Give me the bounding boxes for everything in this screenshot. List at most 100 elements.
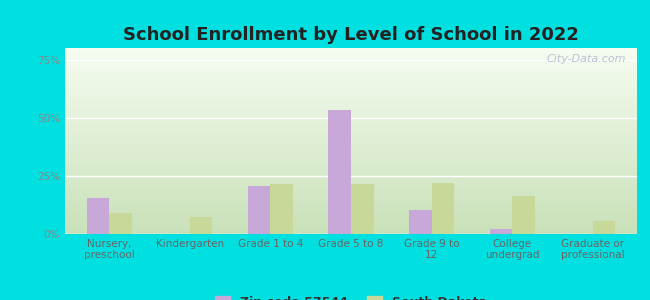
Bar (65, 161, 637, 163)
Bar (65, 76, 637, 78)
Bar (65, 226, 637, 228)
Bar (65, 200, 637, 202)
Bar (65, 132, 637, 134)
Bar (65, 228, 637, 230)
Bar (65, 59, 637, 61)
Bar (65, 50, 637, 52)
Bar (65, 225, 637, 226)
Bar (65, 70, 637, 72)
Bar (65, 180, 637, 182)
Bar (65, 121, 637, 122)
Bar (65, 230, 637, 232)
Bar (65, 74, 637, 76)
Bar (65, 82, 637, 83)
Bar (65, 87, 637, 89)
Bar (65, 139, 637, 141)
Bar (65, 156, 637, 158)
Bar (65, 104, 637, 106)
Bar (65, 52, 637, 54)
Bar (65, 182, 637, 184)
Bar (65, 63, 637, 65)
Bar (65, 147, 637, 148)
Bar (65, 214, 637, 215)
Bar (65, 184, 637, 186)
Bar (65, 169, 637, 171)
Bar (65, 191, 637, 193)
Bar (65, 193, 637, 195)
Bar (65, 152, 637, 154)
Bar (65, 163, 637, 165)
Bar (65, 91, 637, 93)
Bar (86, 198, 109, 234)
Bar (65, 57, 637, 59)
Bar (65, 141, 637, 143)
Bar (65, 176, 637, 178)
Bar (65, 107, 637, 110)
Bar (409, 210, 432, 234)
Bar (65, 48, 637, 50)
Bar (65, 115, 637, 117)
Bar (65, 197, 637, 199)
Bar (65, 113, 637, 115)
Bar (65, 215, 637, 217)
Bar (65, 189, 637, 191)
Title: School Enrollment by Level of School in 2022: School Enrollment by Level of School in … (123, 26, 579, 44)
Bar (65, 172, 637, 175)
Bar (65, 68, 637, 70)
Bar (65, 96, 637, 98)
Bar (190, 217, 213, 234)
Bar (65, 221, 637, 223)
Bar (65, 219, 637, 221)
Bar (65, 102, 637, 104)
Bar (65, 145, 637, 147)
Bar (65, 117, 637, 119)
Bar (65, 232, 637, 234)
Bar (65, 98, 637, 100)
Bar (65, 143, 637, 145)
Bar (351, 184, 374, 234)
Bar (65, 72, 637, 74)
Bar (65, 208, 637, 210)
Bar (65, 130, 637, 132)
Bar (65, 85, 637, 87)
Bar (65, 89, 637, 91)
Bar (489, 229, 512, 234)
Bar (65, 94, 637, 96)
Bar (65, 126, 637, 128)
Bar (512, 196, 535, 234)
Bar (65, 148, 637, 150)
Bar (109, 213, 132, 234)
Bar (65, 165, 637, 167)
Bar (65, 111, 637, 113)
Bar (65, 150, 637, 152)
Bar (65, 212, 637, 214)
Bar (65, 206, 637, 208)
Bar (65, 167, 637, 169)
Bar (65, 178, 637, 180)
Bar (65, 65, 637, 67)
Bar (328, 110, 351, 234)
Bar (65, 80, 637, 82)
Bar (65, 100, 637, 102)
Bar (65, 67, 637, 68)
Bar (65, 217, 637, 219)
Bar (65, 122, 637, 124)
Bar (65, 134, 637, 135)
Bar (65, 56, 637, 57)
Bar (65, 171, 637, 172)
Bar (65, 202, 637, 204)
Bar (65, 199, 637, 200)
Bar (593, 221, 616, 234)
Bar (65, 175, 637, 176)
Bar (65, 135, 637, 137)
Bar (65, 137, 637, 139)
Bar (65, 158, 637, 160)
Bar (65, 124, 637, 126)
Bar (65, 186, 637, 188)
Bar (65, 106, 637, 107)
Bar (65, 154, 637, 156)
Bar (65, 210, 637, 212)
Bar (270, 184, 293, 234)
Bar (65, 223, 637, 225)
Bar (65, 188, 637, 189)
